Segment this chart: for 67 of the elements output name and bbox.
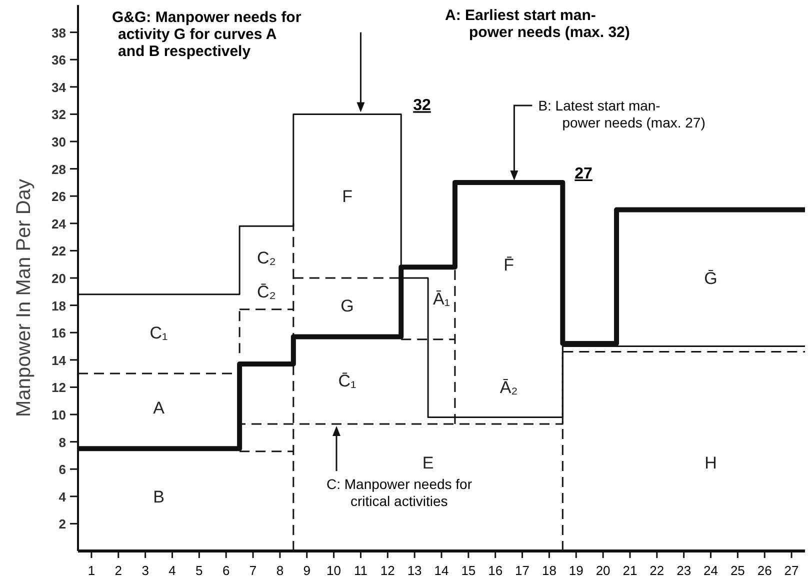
x-tick-label: 20: [596, 563, 610, 578]
y-tick-label: 14: [52, 352, 67, 368]
x-tick-label: 1: [88, 563, 96, 578]
annotation: F̄: [504, 255, 514, 274]
annotation: G&G: Manpower needs for activity G for curves A and B respectively: [112, 9, 302, 60]
x-tick-label: 2: [114, 563, 122, 578]
x-tick-label: 3: [142, 563, 149, 578]
x-tick-label: 24: [704, 563, 718, 578]
x-tick-label: 12: [380, 563, 395, 578]
annotation: H: [704, 453, 717, 472]
x-tick-label: 25: [730, 563, 745, 578]
y-tick-label: 12: [52, 380, 66, 396]
x-tick-label: 23: [676, 563, 692, 578]
y-tick-label: 20: [52, 271, 66, 286]
y-tick-label: 24: [52, 216, 67, 232]
x-tick-label: 9: [303, 563, 310, 578]
y-tick-label: 6: [58, 462, 66, 478]
y-tick-label: 32: [52, 107, 66, 122]
y-tick-label: 26: [52, 189, 66, 204]
annotation: C̄₂: [257, 282, 276, 302]
y-tick-label: 34: [52, 80, 67, 95]
annotation: G: [340, 296, 354, 316]
annotation: B: Latest start man- power needs (max. 27): [538, 97, 706, 130]
y-axis-title: Manpower In Man Per Day: [13, 179, 35, 417]
x-tick-label: 21: [622, 563, 638, 578]
x-tick-label: 14: [434, 563, 449, 578]
annotation: 27: [574, 165, 593, 182]
annotation: A: Earliest start man- power needs (max. 32): [445, 7, 630, 41]
x-tick-label: 17: [515, 563, 530, 578]
y-tick-label: 16: [52, 326, 66, 341]
annotation: C₁: [150, 324, 168, 343]
annotation: C̄₁: [338, 371, 357, 390]
y-tick-label: 10: [52, 408, 66, 422]
x-tick-label: 10: [326, 563, 342, 578]
x-tick-label: 27: [784, 563, 799, 578]
x-tick-label: 4: [168, 563, 176, 578]
annotation: F: [342, 187, 352, 206]
x-tick-label: 6: [222, 563, 230, 578]
annotation: E: [422, 453, 434, 472]
annotation: C₂: [257, 248, 276, 268]
y-tick-label: 18: [52, 298, 66, 314]
annotation: Ḡ: [704, 269, 718, 288]
x-tick-label: 19: [568, 563, 584, 578]
y-tick-label: 36: [52, 52, 66, 68]
x-tick-label: 13: [407, 563, 422, 578]
x-tick-label: 15: [461, 563, 476, 578]
x-tick-label: 16: [488, 563, 503, 578]
y-tick-label: 8: [58, 434, 66, 450]
x-tick-label: 18: [542, 563, 556, 578]
annotation: B: [153, 487, 164, 506]
annotation: C: Manpower needs for critical activities: [326, 476, 472, 510]
annotation: Ā₁: [432, 289, 450, 308]
x-tick-label: 7: [249, 563, 257, 578]
annotation: Ā₂: [500, 378, 518, 398]
x-tick-label: 11: [354, 563, 368, 578]
x-tick-label: 26: [757, 563, 772, 578]
y-tick-label: 28: [52, 162, 66, 177]
annotation: A: [153, 398, 166, 418]
x-tick-label: 22: [650, 563, 664, 578]
annotation: 32: [413, 97, 432, 114]
x-tick-label: 5: [196, 563, 203, 578]
y-tick-label: 38: [52, 25, 66, 40]
y-tick-label: 22: [52, 244, 66, 259]
y-tick-label: 4: [58, 489, 67, 504]
y-tick-label: 2: [58, 516, 66, 532]
x-tick-label: 8: [276, 563, 284, 578]
y-tick-label: 30: [52, 134, 66, 150]
